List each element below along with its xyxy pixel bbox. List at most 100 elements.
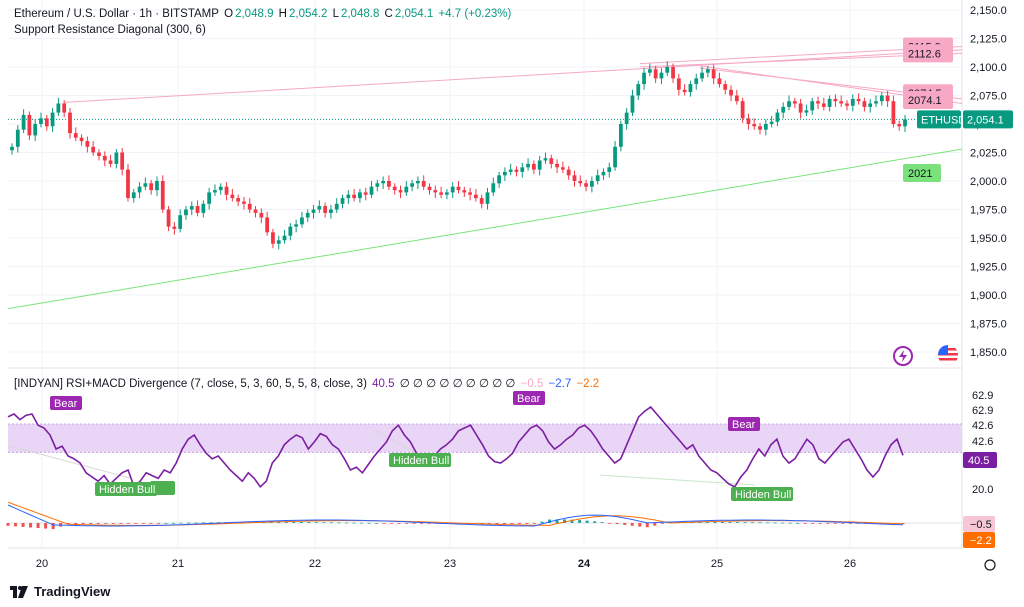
- candle[interactable]: [485, 192, 490, 204]
- candle[interactable]: [879, 95, 884, 102]
- candle[interactable]: [601, 171, 606, 176]
- candle[interactable]: [433, 190, 438, 193]
- candle[interactable]: [578, 181, 583, 184]
- candle[interactable]: [91, 146, 96, 153]
- candle[interactable]: [555, 163, 559, 168]
- candle[interactable]: [850, 98, 855, 106]
- candle[interactable]: [398, 190, 403, 193]
- candle[interactable]: [160, 181, 165, 210]
- candle[interactable]: [740, 101, 745, 119]
- candle[interactable]: [44, 118, 49, 127]
- candle[interactable]: [137, 186, 142, 193]
- candle[interactable]: [665, 67, 670, 73]
- candle[interactable]: [450, 186, 455, 193]
- candle[interactable]: [468, 192, 472, 195]
- symbol-title[interactable]: Ethereum / U.S. Dollar · 1h · BITSTAMP: [14, 8, 219, 20]
- candle[interactable]: [143, 183, 148, 187]
- candle[interactable]: [537, 160, 542, 170]
- candle[interactable]: [781, 106, 786, 113]
- candle[interactable]: [885, 95, 890, 102]
- candle[interactable]: [155, 181, 159, 191]
- candle[interactable]: [508, 169, 513, 172]
- candle[interactable]: [317, 206, 322, 210]
- flag-icon[interactable]: [938, 345, 958, 365]
- candle[interactable]: [572, 175, 577, 181]
- candle[interactable]: [271, 232, 275, 244]
- candle[interactable]: [560, 167, 565, 170]
- candle[interactable]: [439, 192, 443, 195]
- candle[interactable]: [821, 103, 826, 107]
- candle[interactable]: [827, 98, 832, 107]
- candle[interactable]: [392, 186, 397, 191]
- candle[interactable]: [404, 186, 409, 193]
- candle[interactable]: [607, 167, 612, 172]
- candle[interactable]: [694, 78, 699, 85]
- tradingview-logo[interactable]: TradingView: [10, 584, 110, 599]
- candle[interactable]: [97, 152, 101, 156]
- candle[interactable]: [358, 192, 362, 199]
- candle[interactable]: [688, 84, 693, 93]
- candle[interactable]: [717, 78, 722, 85]
- candle[interactable]: [613, 146, 617, 168]
- indicator-title[interactable]: Support Resistance Diagonal (300, 6): [14, 24, 206, 36]
- candle[interactable]: [520, 167, 525, 172]
- candle[interactable]: [27, 114, 32, 136]
- candle[interactable]: [184, 209, 188, 216]
- candle[interactable]: [584, 183, 588, 187]
- candle[interactable]: [752, 124, 757, 127]
- candle[interactable]: [363, 192, 368, 195]
- support-line[interactable]: [7, 148, 963, 310]
- candle[interactable]: [445, 192, 449, 195]
- candle[interactable]: [131, 192, 136, 199]
- candle[interactable]: [108, 160, 113, 164]
- candle[interactable]: [114, 152, 119, 164]
- candle[interactable]: [462, 190, 467, 193]
- candle[interactable]: [21, 114, 26, 130]
- candle[interactable]: [589, 181, 594, 187]
- candle[interactable]: [624, 112, 629, 124]
- candle[interactable]: [247, 203, 252, 210]
- candle[interactable]: [868, 103, 873, 107]
- candle[interactable]: [218, 186, 223, 191]
- candle[interactable]: [798, 103, 803, 113]
- macd-signal-line[interactable]: [7, 501, 904, 526]
- candle[interactable]: [375, 183, 380, 187]
- candle[interactable]: [543, 158, 548, 161]
- candle[interactable]: [763, 124, 768, 130]
- candle[interactable]: [630, 95, 635, 113]
- candle[interactable]: [874, 101, 878, 104]
- candle[interactable]: [102, 155, 107, 161]
- candle[interactable]: [387, 181, 391, 187]
- candle[interactable]: [300, 217, 304, 225]
- candle[interactable]: [775, 112, 780, 122]
- oscillator-title[interactable]: [INDYAN] RSI+MACD Divergence (7, close, …: [14, 378, 367, 390]
- candle[interactable]: [647, 69, 652, 73]
- candle[interactable]: [149, 183, 154, 191]
- candle[interactable]: [503, 171, 507, 176]
- candle[interactable]: [491, 183, 496, 193]
- candle[interactable]: [792, 101, 797, 104]
- candle[interactable]: [845, 103, 849, 106]
- candle[interactable]: [659, 72, 664, 79]
- candle[interactable]: [68, 112, 72, 134]
- candle[interactable]: [323, 206, 328, 213]
- candle[interactable]: [723, 84, 728, 90]
- alert-icon[interactable]: [893, 346, 913, 366]
- resistance-line[interactable]: [64, 49, 963, 103]
- candle[interactable]: [497, 175, 501, 184]
- candle[interactable]: [891, 101, 896, 124]
- candle[interactable]: [311, 209, 316, 213]
- candle[interactable]: [636, 84, 641, 96]
- candle[interactable]: [456, 186, 461, 191]
- candle[interactable]: [253, 209, 258, 213]
- candle[interactable]: [856, 98, 861, 102]
- candle[interactable]: [166, 209, 171, 227]
- candle[interactable]: [10, 146, 14, 151]
- candle[interactable]: [833, 98, 838, 102]
- candle[interactable]: [595, 175, 600, 181]
- candle[interactable]: [676, 78, 681, 90]
- settings-gear-icon[interactable]: [984, 559, 996, 571]
- candle[interactable]: [758, 126, 762, 130]
- candle[interactable]: [265, 217, 270, 233]
